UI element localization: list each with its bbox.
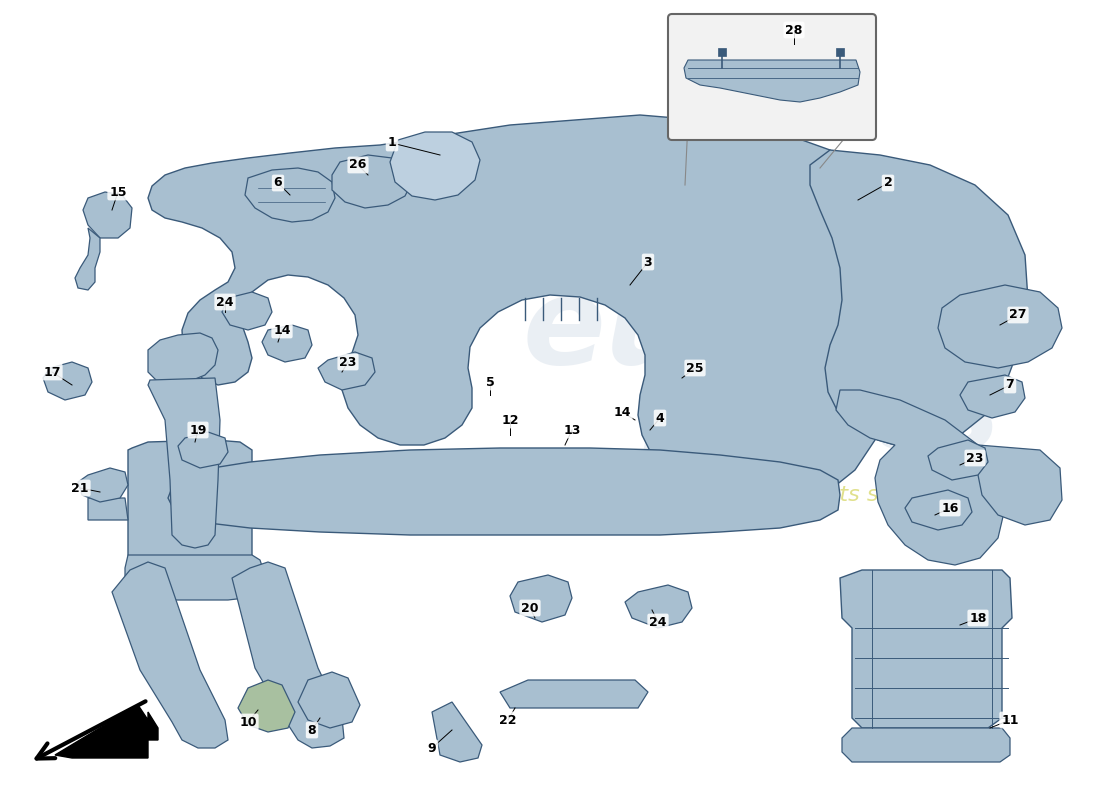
Polygon shape bbox=[148, 333, 218, 385]
Polygon shape bbox=[510, 575, 572, 622]
Text: 28: 28 bbox=[785, 23, 803, 37]
Polygon shape bbox=[55, 705, 158, 758]
Text: 9: 9 bbox=[428, 742, 437, 754]
Text: 1: 1 bbox=[387, 137, 396, 150]
Text: 20: 20 bbox=[521, 602, 539, 614]
Polygon shape bbox=[938, 285, 1062, 368]
Polygon shape bbox=[390, 132, 480, 200]
Text: a passion for parts since 1985: a passion for parts since 1985 bbox=[652, 485, 988, 505]
Text: 17: 17 bbox=[43, 366, 60, 378]
Text: 18: 18 bbox=[969, 611, 987, 625]
Polygon shape bbox=[298, 672, 360, 728]
Polygon shape bbox=[842, 728, 1010, 762]
Polygon shape bbox=[43, 362, 92, 400]
Text: 3: 3 bbox=[644, 255, 652, 269]
Polygon shape bbox=[500, 680, 648, 708]
Polygon shape bbox=[78, 468, 128, 502]
Text: 21: 21 bbox=[72, 482, 89, 494]
Text: 19: 19 bbox=[189, 423, 207, 437]
Text: 16: 16 bbox=[942, 502, 959, 514]
Text: 15: 15 bbox=[109, 186, 126, 198]
Text: 23: 23 bbox=[339, 355, 356, 369]
Text: 4: 4 bbox=[656, 411, 664, 425]
Text: 14: 14 bbox=[273, 323, 290, 337]
Polygon shape bbox=[232, 562, 344, 748]
Text: 23: 23 bbox=[966, 451, 983, 465]
Polygon shape bbox=[928, 440, 988, 480]
Polygon shape bbox=[178, 432, 228, 468]
Text: euro: euro bbox=[522, 271, 837, 389]
Polygon shape bbox=[432, 702, 482, 762]
Polygon shape bbox=[128, 440, 252, 568]
Polygon shape bbox=[222, 292, 272, 330]
Text: 24: 24 bbox=[649, 615, 667, 629]
Polygon shape bbox=[112, 562, 228, 748]
Text: 10: 10 bbox=[240, 715, 256, 729]
Polygon shape bbox=[684, 60, 860, 102]
Polygon shape bbox=[905, 490, 972, 530]
Polygon shape bbox=[840, 570, 1012, 728]
Polygon shape bbox=[125, 555, 265, 600]
Polygon shape bbox=[82, 192, 132, 238]
Polygon shape bbox=[168, 448, 840, 535]
Polygon shape bbox=[318, 352, 375, 390]
Text: 5: 5 bbox=[485, 375, 494, 389]
Polygon shape bbox=[148, 378, 220, 548]
Text: 13: 13 bbox=[563, 423, 581, 437]
Text: 8: 8 bbox=[308, 723, 317, 737]
Polygon shape bbox=[960, 375, 1025, 418]
Polygon shape bbox=[836, 390, 1005, 565]
Polygon shape bbox=[978, 445, 1062, 525]
Text: 25: 25 bbox=[686, 362, 704, 374]
Polygon shape bbox=[810, 150, 1028, 448]
Text: 6: 6 bbox=[274, 177, 283, 190]
Polygon shape bbox=[332, 155, 412, 208]
Polygon shape bbox=[75, 228, 100, 290]
Polygon shape bbox=[262, 325, 312, 362]
Polygon shape bbox=[245, 168, 336, 222]
Text: parts: parts bbox=[639, 357, 1001, 474]
Text: 7: 7 bbox=[1005, 378, 1014, 391]
Polygon shape bbox=[88, 498, 128, 520]
Text: 2: 2 bbox=[883, 177, 892, 190]
Text: 14: 14 bbox=[614, 406, 630, 418]
Polygon shape bbox=[238, 680, 295, 732]
Text: 12: 12 bbox=[502, 414, 519, 426]
Text: 27: 27 bbox=[1010, 309, 1026, 322]
Polygon shape bbox=[836, 48, 844, 56]
Polygon shape bbox=[148, 115, 886, 505]
FancyBboxPatch shape bbox=[668, 14, 876, 140]
Polygon shape bbox=[625, 585, 692, 628]
Text: 24: 24 bbox=[217, 295, 233, 309]
Text: 22: 22 bbox=[499, 714, 517, 726]
Text: 26: 26 bbox=[350, 158, 366, 171]
Polygon shape bbox=[718, 48, 726, 56]
Text: 11: 11 bbox=[1001, 714, 1019, 726]
